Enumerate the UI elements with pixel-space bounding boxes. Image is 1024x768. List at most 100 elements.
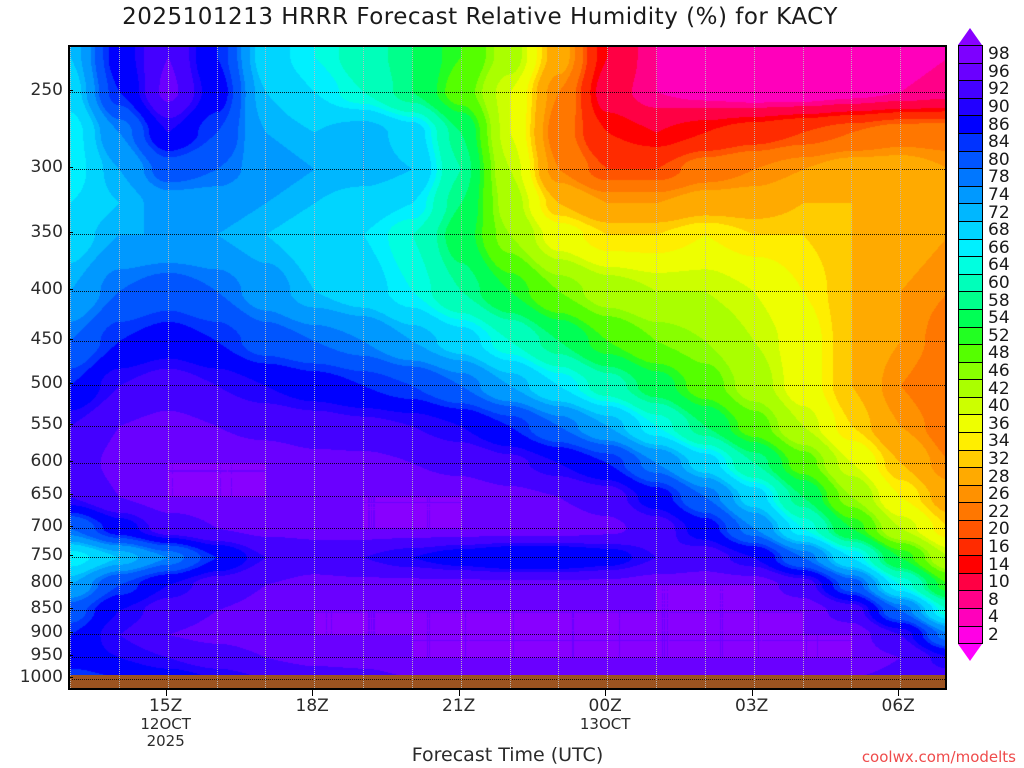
gridline-vertical <box>411 47 413 688</box>
colorbar-under-arrow <box>958 644 983 662</box>
colorbar-tick-label: 40 <box>988 396 1010 417</box>
gridline-horizontal <box>70 634 945 636</box>
gridline-horizontal <box>70 496 945 498</box>
colorbar-swatch: 26 <box>958 484 1010 504</box>
colorbar-swatch: 34 <box>958 431 1010 451</box>
colorbar-tick-label: 8 <box>988 589 999 610</box>
colorbar-tick-label: 26 <box>988 484 1010 505</box>
colorbar-swatch: 58 <box>958 291 1010 311</box>
colorbar-swatch: 92 <box>958 79 1010 99</box>
colorbar-swatch: 74 <box>958 185 1010 205</box>
gridline-vertical <box>216 47 218 688</box>
gridline-vertical <box>509 47 511 688</box>
y-axis-tick-mark <box>68 460 73 462</box>
page-title: 2025101213 HRRR Forecast Relative Humidi… <box>122 4 838 30</box>
x-axis-tick-mark <box>751 690 753 696</box>
colorbar-swatch: 66 <box>958 238 1010 258</box>
colorbar-swatch: 90 <box>958 97 1010 117</box>
colorbar-tick-label: 46 <box>988 360 1010 381</box>
gridline-vertical <box>167 47 169 688</box>
y-axis-tick-label: 650 <box>30 484 63 505</box>
colorbar-tick-label: 60 <box>988 273 1010 294</box>
colorbar-tick-label: 78 <box>988 167 1010 188</box>
terrain-band <box>70 675 945 688</box>
gridline-vertical <box>704 47 706 688</box>
colorbar-swatch: 80 <box>958 150 1010 170</box>
x-axis-tick-label: 06Z <box>881 696 915 716</box>
colorbar-swatch: 72 <box>958 203 1010 223</box>
colorbar-tick-label: 22 <box>988 501 1010 522</box>
colorbar-tick-label: 28 <box>988 466 1010 487</box>
y-axis: 250 300 350 400 450 500 550 600 650 700 750 800 850 9… <box>0 45 63 690</box>
y-axis-tick-label: 300 <box>30 156 63 177</box>
colorbar-swatch: 46 <box>958 361 1010 381</box>
gridline-horizontal <box>70 462 945 464</box>
x-axis-tick-label: 03Z <box>735 696 769 716</box>
y-axis-tick-mark <box>68 494 73 496</box>
y-axis-tick-label: 850 <box>30 598 63 619</box>
colorbar-tick-label: 96 <box>988 61 1010 82</box>
colorbar-tick-label: 16 <box>988 536 1010 557</box>
x-axis-tick-label: 15Z <box>149 696 183 716</box>
colorbar-swatch: 98 <box>958 44 1010 64</box>
colorbar-swatch: 20 <box>958 519 1010 539</box>
gridline-vertical <box>656 47 657 688</box>
x-axis-tick-mark <box>605 690 607 696</box>
y-axis-tick-mark <box>68 89 73 91</box>
y-axis-tick-mark <box>68 232 73 234</box>
colorbar-swatch: 64 <box>958 255 1010 275</box>
colorbar-tick-label: 90 <box>988 97 1010 118</box>
colorbar-swatch: 36 <box>958 414 1010 434</box>
y-axis-tick-mark <box>68 288 73 290</box>
gridline-vertical <box>70 47 71 688</box>
gridline-horizontal <box>70 657 945 659</box>
colorbar-tick-label: 98 <box>988 44 1010 65</box>
y-axis-tick-mark <box>68 383 73 385</box>
colorbar-swatch: 10 <box>958 572 1010 592</box>
x-axis-tick-mark <box>165 690 167 696</box>
gridline-horizontal <box>70 527 945 529</box>
y-axis-tick-label: 550 <box>30 413 63 434</box>
gridline-vertical <box>314 47 316 688</box>
gridline-vertical <box>802 47 804 688</box>
contour-plot-area <box>68 45 947 690</box>
y-axis-tick-mark <box>68 608 73 610</box>
x-axis-tick-label: 18Z <box>295 696 329 716</box>
colorbar-tick-label: 52 <box>988 325 1010 346</box>
y-axis-tick-label: 400 <box>30 278 63 299</box>
colorbar-tick-label: 42 <box>988 378 1010 399</box>
colorbar-tick-label: 64 <box>988 255 1010 276</box>
gridline-vertical <box>851 47 853 688</box>
y-axis-tick-label: 500 <box>30 373 63 394</box>
colorbar-swatch: 32 <box>958 449 1010 469</box>
colorbar-tick-label: 10 <box>988 572 1010 593</box>
y-axis-tick-label: 700 <box>30 515 63 536</box>
x-axis-title: Forecast Time (UTC) <box>411 744 604 766</box>
colorbar-tick-label: 54 <box>988 308 1010 329</box>
gridline-vertical <box>753 47 755 688</box>
gridline-horizontal <box>70 385 945 387</box>
x-axis-tick-mark <box>898 690 900 696</box>
gridline-vertical <box>460 47 462 688</box>
rh-contour-canvas <box>70 47 945 688</box>
colorbar-swatch: 54 <box>958 308 1010 328</box>
gridline-horizontal <box>70 290 945 292</box>
x-axis-date-label: 12OCT 2025 <box>140 715 191 750</box>
colorbar-tick-label: 20 <box>988 519 1010 540</box>
colorbar-tick-label: 68 <box>988 220 1010 241</box>
gridline-horizontal <box>70 557 945 559</box>
colorbar-over-arrow <box>958 28 983 45</box>
colorbar-swatch: 52 <box>958 326 1010 346</box>
y-axis-tick-label: 450 <box>30 328 63 349</box>
colorbar-tick-label: 14 <box>988 554 1010 575</box>
watermark-link[interactable]: coolwx.com/modelts <box>861 748 1016 766</box>
colorbar-tick-label: 4 <box>988 607 999 628</box>
gridline-vertical <box>607 47 609 688</box>
colorbar-tick-label: 84 <box>988 132 1010 153</box>
y-axis-tick-label: 600 <box>30 450 63 471</box>
y-axis-tick-label: 250 <box>30 79 63 100</box>
y-axis-tick-mark <box>68 655 73 657</box>
colorbar-swatch: 48 <box>958 343 1010 363</box>
gridline-horizontal <box>70 610 945 612</box>
gridline-vertical <box>363 47 364 688</box>
